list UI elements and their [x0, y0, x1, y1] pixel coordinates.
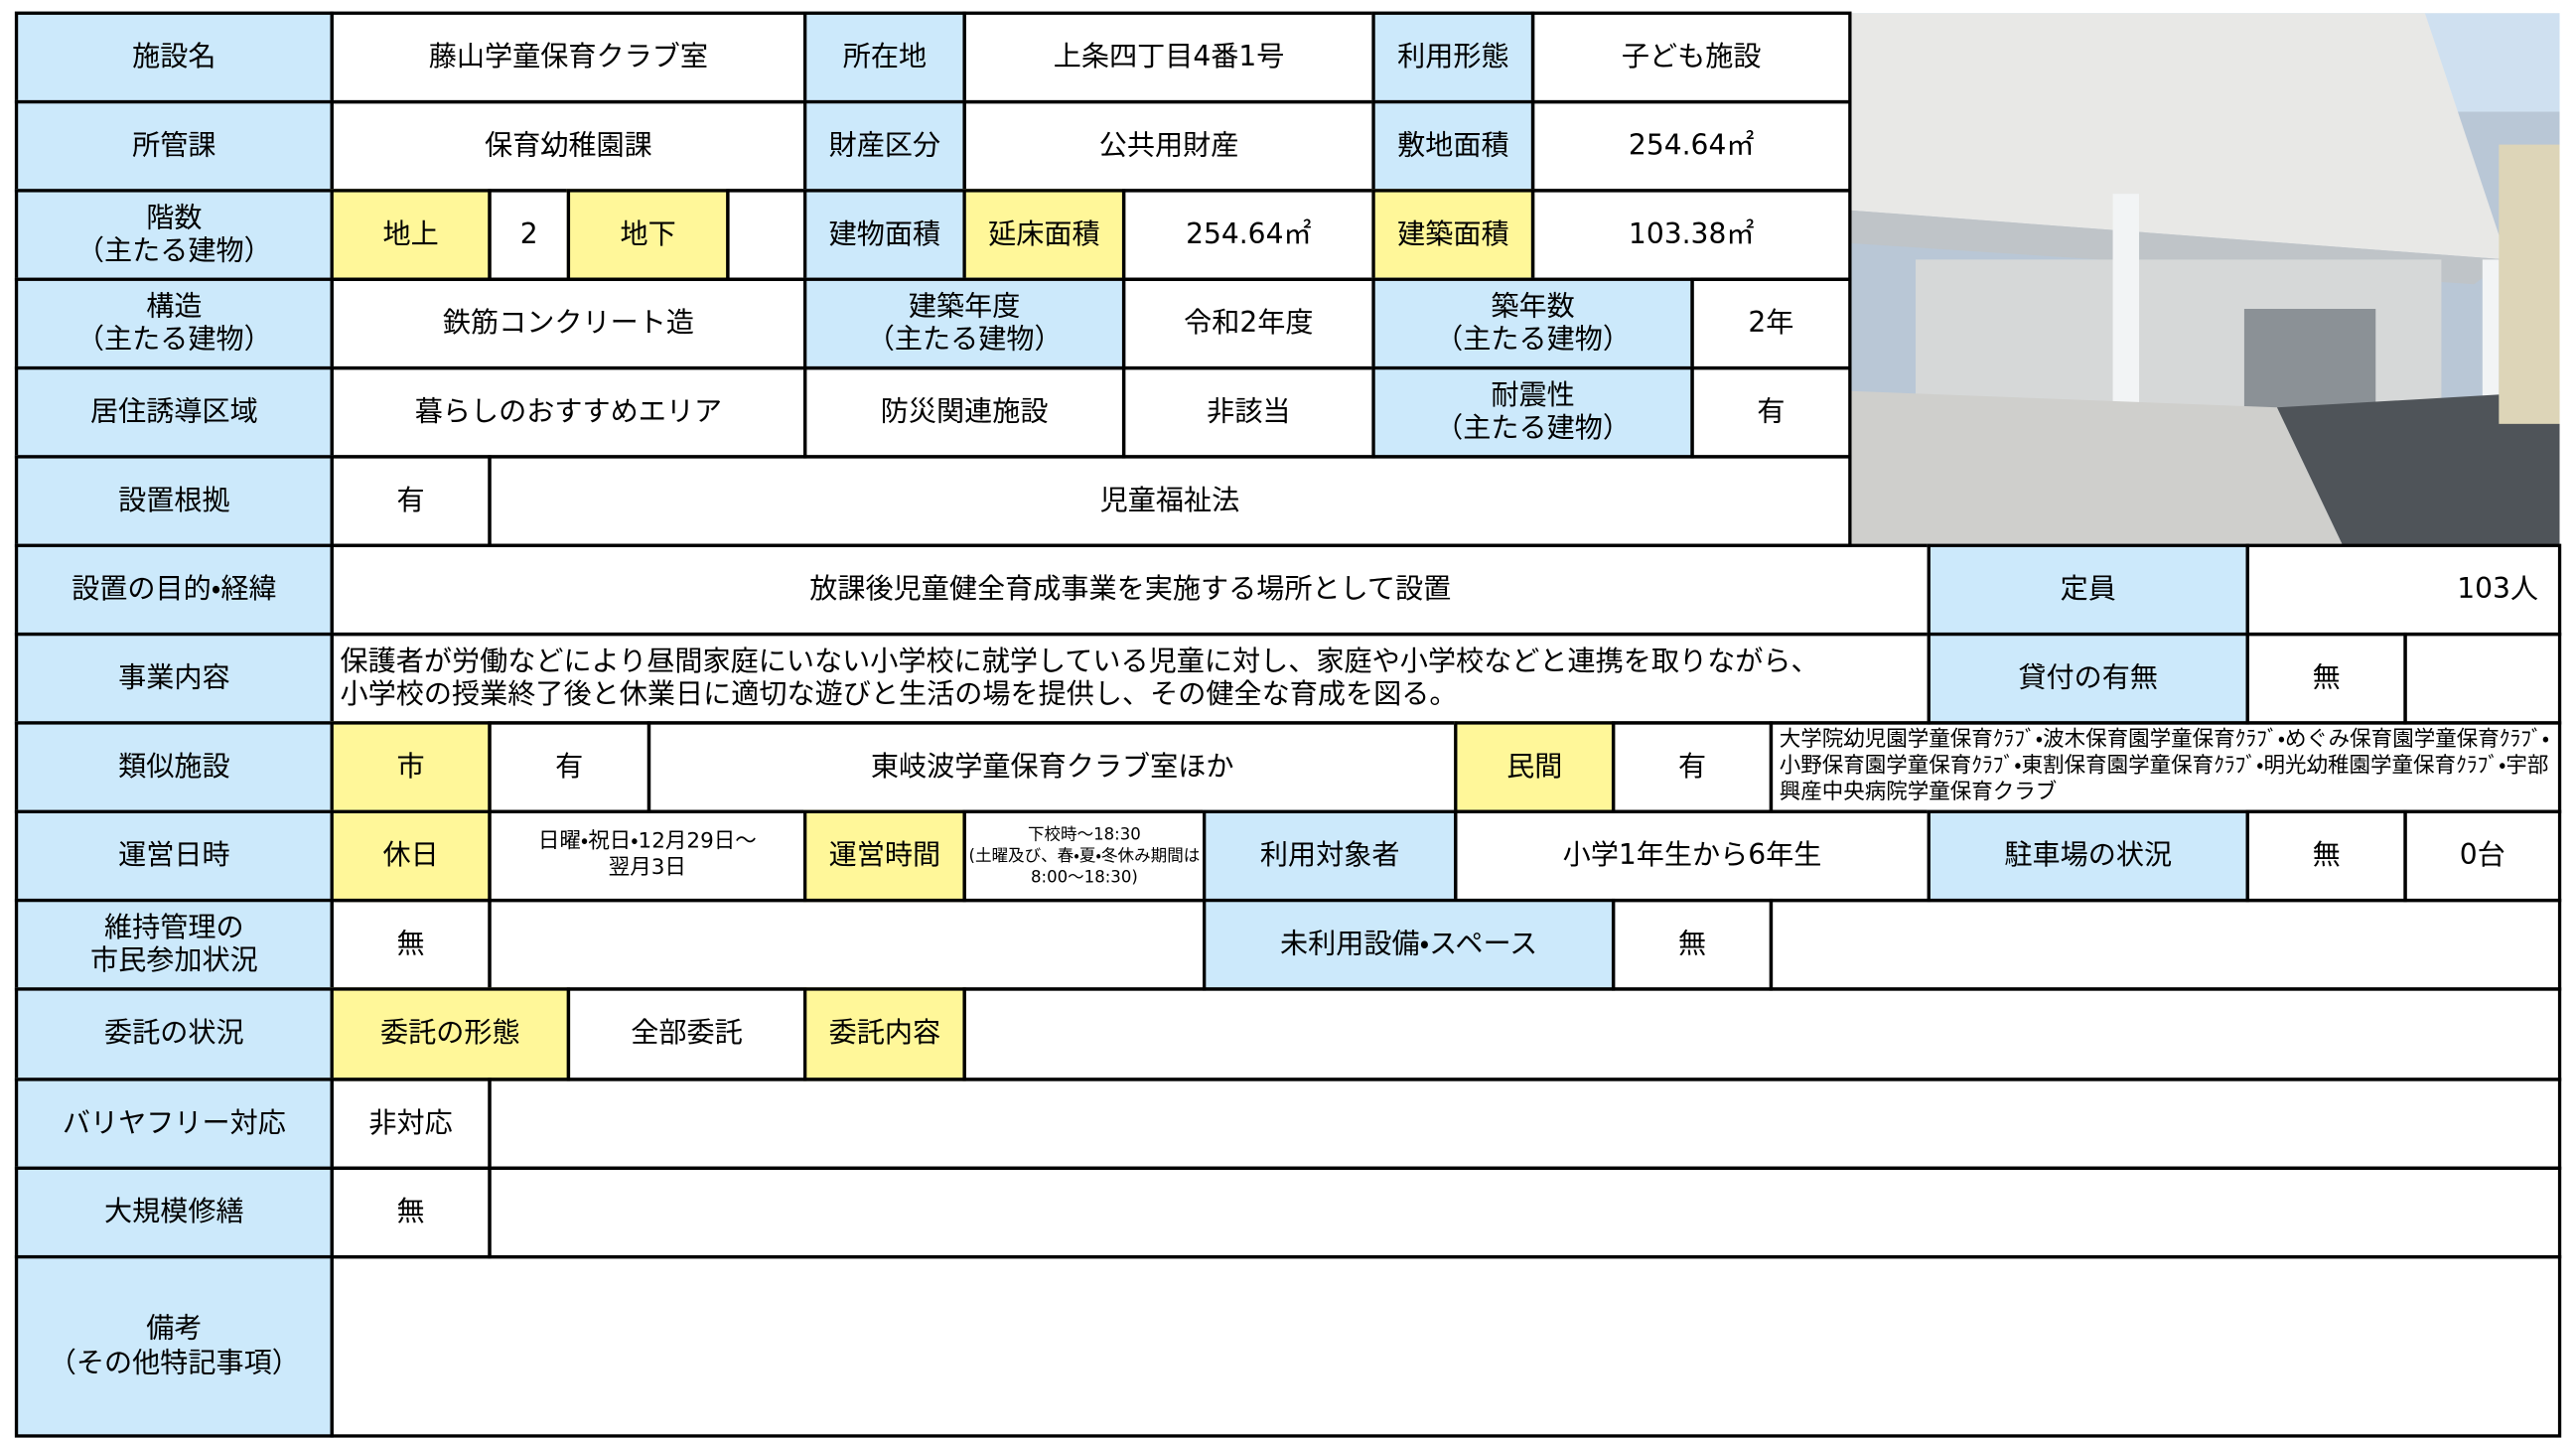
value-cell: 保育幼稚園課 [330, 99, 807, 193]
header-cell: 貸付の有無 [1927, 632, 2249, 725]
value-cell: 2 [488, 189, 571, 281]
header-cell: 運営日時 [14, 809, 334, 903]
value-cell: 無 [330, 898, 492, 991]
value-cell: 藤山学童保育クラブ室 [330, 11, 807, 104]
value-cell: 無 [330, 1166, 492, 1259]
value-cell: 有 [488, 721, 651, 813]
value-cell: 公共用財産 [962, 99, 1375, 193]
header-cell: 施設名 [14, 11, 334, 104]
value-cell: 暮らしのおすすめエリア [330, 365, 807, 459]
header-cell: 設置の目的・経緯 [14, 543, 334, 637]
header-cell: 延床面積 [962, 189, 1126, 281]
value-cell: 令和2年度 [1121, 277, 1375, 370]
empty-cell [330, 1254, 2562, 1438]
value-cell: 有 [1690, 365, 1852, 459]
header-cell: 事業内容 [14, 632, 334, 725]
value-cell: 小学1年生から6年生 [1454, 809, 1931, 903]
header-cell: 休日 [330, 809, 492, 903]
value-cell: 0台 [2403, 809, 2562, 903]
header-cell: 大規模修繕 [14, 1166, 334, 1259]
header-cell: 委託の形態 [330, 987, 571, 1081]
value-cell: 2年 [1690, 277, 1852, 370]
header-cell: 市 [330, 721, 492, 813]
value-cell: 放課後児童健全育成事業を実施する場所として設置 [330, 543, 1931, 637]
value-cell: 防災関連施設 [803, 365, 1126, 459]
header-cell: 建築面積 [1371, 189, 1535, 281]
header-cell: 財産区分 [803, 99, 966, 193]
empty-cell [1769, 898, 2562, 991]
empty-cell [488, 1166, 2562, 1259]
header-cell: 定員 [1927, 543, 2249, 637]
value-cell: 103.38㎡ [1530, 189, 1852, 281]
header-cell: 備考 （その他特記事項） [14, 1254, 334, 1438]
header-cell: 建物面積 [803, 189, 966, 281]
header-cell: 地下 [566, 189, 730, 281]
header-cell: 居住誘導区域 [14, 365, 334, 459]
value-cell: 下校時～18:30 (土曜及び、春・夏・冬休み期間は8:00～18:30) [962, 809, 1207, 903]
header-cell: 所在地 [803, 11, 966, 104]
header-cell: 設置根拠 [14, 455, 334, 547]
value-cell: 保護者が労働などにより昼間家庭にいない小学校に就学している児童に対し、家庭や小学… [330, 632, 1931, 725]
value-cell: 254.64㎡ [1530, 99, 1852, 193]
value-cell: 有 [1611, 721, 1774, 813]
value-cell: 無 [2245, 809, 2407, 903]
header-cell: 構造 （主たる建物） [14, 277, 334, 370]
header-cell: 駐車場の状況 [1927, 809, 2249, 903]
header-cell: 委託内容 [803, 987, 966, 1081]
value-cell: 非対応 [330, 1078, 492, 1170]
value-cell: 無 [2245, 632, 2407, 725]
value-cell: 103人 [2245, 543, 2562, 637]
header-cell: 民間 [1454, 721, 1616, 813]
value-cell: 全部委託 [566, 987, 807, 1081]
header-cell: 建築年度 （主たる建物） [803, 277, 1126, 370]
header-cell: 耐震性 （主たる建物） [1371, 365, 1694, 459]
header-cell: 敷地面積 [1371, 99, 1535, 193]
value-cell: 日曜・祝日・12月29日～ 翌月3日 [488, 809, 807, 903]
value-cell: 鉄筋コンクリート造 [330, 277, 807, 370]
empty-cell [962, 987, 2562, 1081]
value-cell: 上条四丁目4番1号 [962, 11, 1375, 104]
header-cell: 利用形態 [1371, 11, 1535, 104]
header-cell: 未利用設備・スペース [1203, 898, 1616, 991]
header-cell: 築年数 （主たる建物） [1371, 277, 1694, 370]
empty-cell [726, 189, 807, 281]
value-cell: 非該当 [1121, 365, 1375, 459]
value-cell: 児童福祉法 [488, 455, 1852, 547]
header-cell: 利用対象者 [1203, 809, 1458, 903]
header-cell: 維持管理の 市民参加状況 [14, 898, 334, 991]
value-cell: 大学院幼児園学童保育ｸﾗﾌﾞ・波木保育園学童保育ｸﾗﾌﾞ・めぐみ保育園学童保育ｸ… [1769, 721, 2562, 813]
building-photo [1849, 13, 2560, 546]
value-cell: 無 [1611, 898, 1774, 991]
value-cell: 有 [330, 455, 492, 547]
header-cell: 地上 [330, 189, 492, 281]
value-cell: 子ども施設 [1530, 11, 1852, 104]
header-cell: バリヤフリー対応 [14, 1078, 334, 1170]
header-cell: 運営時間 [803, 809, 966, 903]
header-cell: 類似施設 [14, 721, 334, 813]
empty-cell [488, 898, 1207, 991]
value-cell: 東岐波学童保育クラブ室ほか [646, 721, 1458, 813]
empty-cell [488, 1078, 2562, 1170]
header-cell: 委託の状況 [14, 987, 334, 1081]
header-cell: 階数 （主たる建物） [14, 189, 334, 281]
value-cell: 254.64㎡ [1121, 189, 1375, 281]
header-cell: 所管課 [14, 99, 334, 193]
empty-cell [2403, 632, 2562, 725]
